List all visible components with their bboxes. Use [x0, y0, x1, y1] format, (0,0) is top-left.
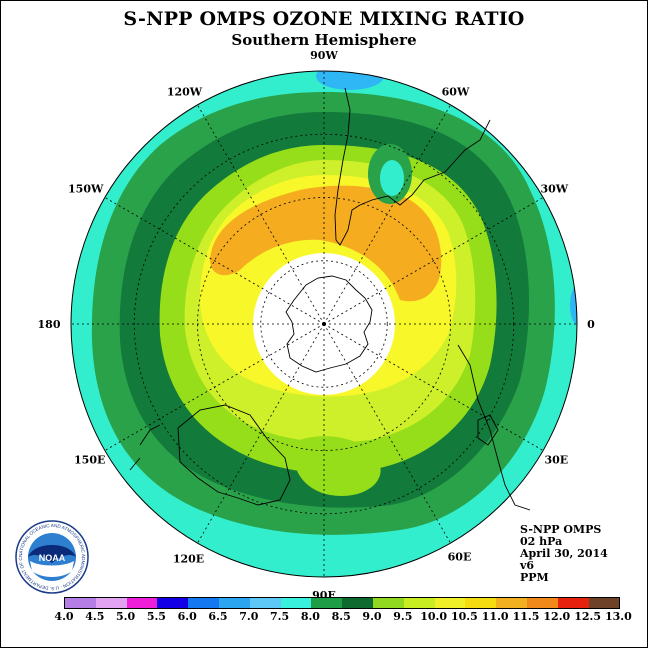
meridian-line [323, 197, 544, 325]
colorbar-tick-label: 8.5 [331, 610, 351, 623]
colorbar-tick-label: 6.5 [208, 610, 228, 623]
info-units: PPM [520, 571, 549, 584]
info-level: 02 hPa [520, 535, 563, 548]
meridian-line [104, 323, 325, 451]
colorbar-swatch [496, 598, 527, 608]
meridian-line [323, 323, 544, 451]
blue-patch [570, 285, 577, 325]
colorbar-swatch [403, 598, 435, 608]
australia-coast [177, 404, 291, 506]
colorbar-swatch [126, 598, 158, 608]
meridian-line [323, 104, 451, 325]
map-border [70, 70, 578, 578]
longitude-label-120e: 120E [173, 552, 204, 565]
colorbar-swatch [372, 598, 404, 608]
outer-band-patch [380, 160, 404, 196]
orange-band [210, 185, 442, 302]
colorbar-tick-label: 10.0 [420, 610, 447, 623]
colorbar-tick-label: 5.5 [146, 610, 166, 623]
colorbar-swatch [434, 598, 466, 608]
ozone-field [71, 71, 577, 577]
noaa-logo: NOAA NATIONAL OCEANIC AND ATMOSPHERIC AD… [12, 515, 90, 599]
new-zealand-coast [129, 424, 161, 471]
longitude-label-150e: 150E [74, 454, 105, 467]
colorbar-swatch [95, 598, 127, 608]
longitude-label-60w: 60W [442, 86, 470, 99]
colorbar-swatch [465, 598, 497, 608]
blue-patch [316, 71, 384, 90]
colorbar-tick-label: 12.5 [574, 610, 601, 623]
meridian-line [104, 197, 325, 325]
colorbar-tick-label: 5.0 [116, 610, 136, 623]
africa-coast [457, 344, 531, 511]
coastlines [129, 87, 531, 511]
info-date: April 30, 2014 [520, 547, 608, 560]
noaa-logo-text: NOAA [39, 553, 66, 563]
colorbar-tick-label: 9.5 [393, 610, 413, 623]
latitude-circle [133, 133, 515, 515]
longitude-label-180: 180 [38, 318, 61, 331]
colorbar-tick-label: 11.5 [512, 610, 540, 623]
colorbar-tick-label: 7.0 [239, 610, 259, 623]
colorbar-swatch [280, 598, 312, 608]
colorbar-swatch [557, 598, 589, 608]
south-pole-marker [322, 322, 326, 326]
longitude-label-0: 0 [587, 318, 595, 331]
colorbar-tick-label: 9.0 [362, 610, 382, 623]
info-instrument: S-NPP OMPS [520, 523, 602, 536]
colorbar-swatch [218, 598, 250, 608]
colorbar-swatch [249, 598, 281, 608]
madagascar-coast [477, 414, 499, 446]
longitude-label-150w: 150W [68, 183, 104, 196]
colorbar-tick-label: 11.0 [481, 610, 509, 623]
longitude-label-30e: 30E [544, 454, 568, 467]
colorbar-tick-label: 12.0 [543, 610, 571, 623]
colorbar-tick-label: 10.5 [450, 610, 478, 623]
colorbar-swatch [588, 598, 620, 608]
colorbar-tick-label: 7.5 [270, 610, 290, 623]
meridian-line [323, 323, 451, 544]
longitude-label-30w: 30W [540, 183, 568, 196]
colorbar-swatch [342, 598, 373, 608]
colorbar-swatch [311, 598, 343, 608]
meridian-line [197, 323, 325, 544]
map-title: S-NPP OMPS OZONE MIXING RATIO [123, 8, 525, 30]
info-version: v6 [520, 559, 535, 572]
colorbar-swatch [188, 598, 219, 608]
south-america-coast [334, 87, 491, 246]
colorbar-swatch [526, 598, 558, 608]
graticule [71, 71, 577, 577]
colorbar-swatch [65, 598, 96, 608]
colorbar-tick-label: 6.0 [177, 610, 197, 623]
colorbar-tick-label: 4.0 [54, 610, 74, 623]
colorbar-tick-label: 8.0 [300, 610, 320, 623]
map-subtitle: Southern Hemisphere [231, 31, 417, 49]
antarctica-coast [285, 275, 373, 373]
info-block: S-NPP OMPS 02 hPa April 30, 2014 v6 PPM [520, 524, 608, 584]
colorbar-ticks: 4.0 4.5 5.0 5.5 6.0 6.5 7.0 7.5 8.0 8.5 9.0 9.5 10.0… [54, 610, 631, 624]
colorbar-swatch [157, 598, 189, 608]
meridian-line [197, 104, 325, 325]
colorbar-tick-label: 4.5 [85, 610, 105, 623]
colorbar-tick-label: 13.0 [604, 610, 632, 623]
longitude-label-120w: 120W [167, 86, 203, 99]
light-green-lobe [294, 436, 381, 496]
latitude-circle [260, 260, 388, 388]
longitude-label-90w: 90W [310, 49, 338, 62]
longitude-label-60e: 60E [448, 550, 472, 563]
colorbar [64, 597, 621, 609]
